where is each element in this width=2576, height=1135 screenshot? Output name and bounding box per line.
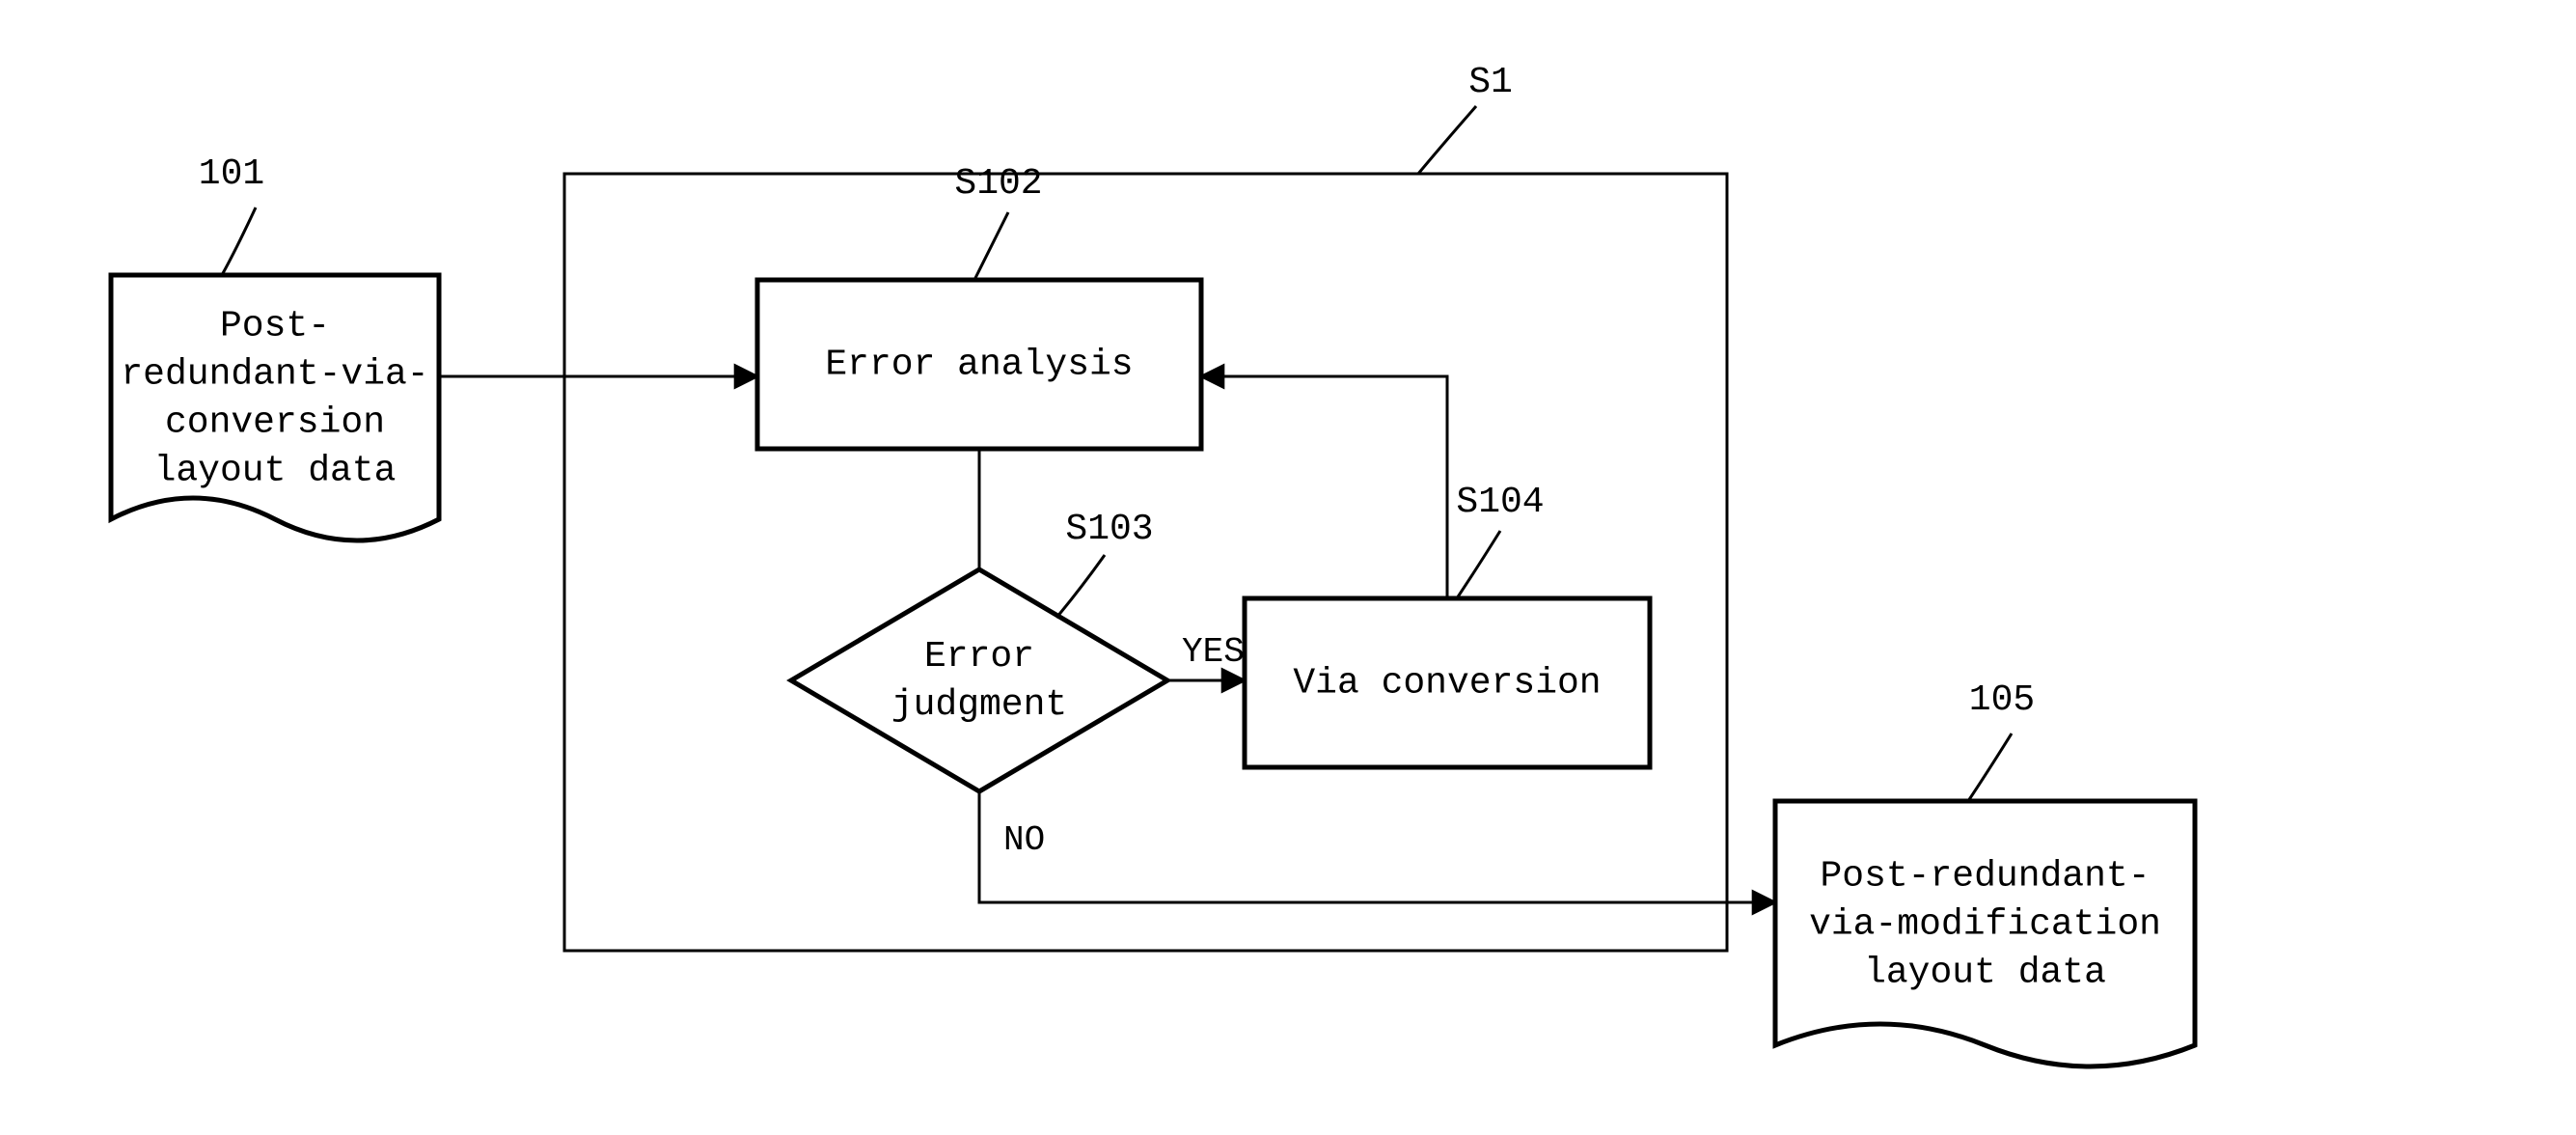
ref-leader-doc_out (1968, 734, 2012, 801)
svg-text:Post-redundant-: Post-redundant- (1820, 856, 2150, 898)
edge-label-decision_yes: YES (1182, 632, 1245, 672)
ref-label-doc_out: 105 (1969, 679, 2035, 721)
svg-text:judgment: judgment (891, 684, 1067, 726)
svg-text:Error: Error (924, 636, 1034, 678)
ref-leader-proc_analysis (974, 212, 1008, 280)
svg-text:layout data: layout data (1864, 953, 2106, 994)
svg-text:conversion: conversion (165, 402, 385, 444)
ref-leader-doc_in (222, 208, 256, 275)
edge-decision_no (979, 791, 1775, 902)
edge-label-decision_no: NO (1003, 820, 1045, 860)
ref-leader-decision (1056, 555, 1105, 618)
ref-label-decision: S103 (1065, 509, 1153, 550)
node-decision (791, 569, 1167, 791)
svg-text:redundant-via-: redundant-via- (121, 354, 428, 396)
ref-label-doc_in: 101 (199, 153, 264, 195)
svg-text:layout data: layout data (154, 451, 397, 492)
svg-text:Via conversion: Via conversion (1293, 663, 1601, 705)
svg-text:via-modification: via-modification (1809, 904, 2161, 946)
ref-label-proc_via: S104 (1456, 482, 1544, 523)
edge-via_to_analysis (1201, 376, 1447, 598)
ref-label-proc_analysis: S102 (954, 163, 1042, 205)
ref-label-container: S1 (1468, 62, 1513, 103)
ref-leader-container (1418, 106, 1476, 174)
svg-text:Post-: Post- (220, 306, 330, 347)
svg-text:Error analysis: Error analysis (825, 345, 1133, 386)
ref-leader-proc_via (1457, 531, 1500, 598)
